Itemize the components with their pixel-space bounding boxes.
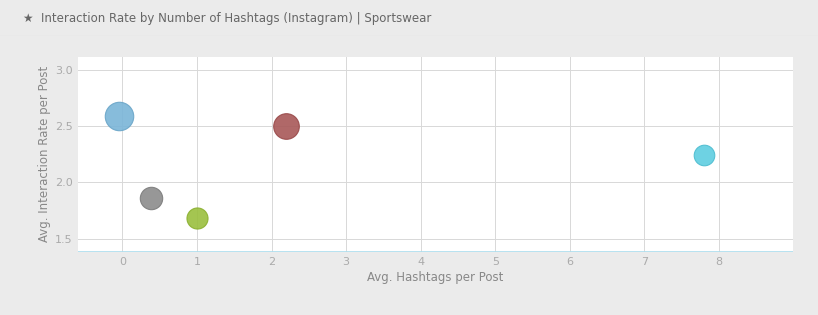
- Point: [698, 153, 711, 158]
- Point: [280, 124, 293, 129]
- Point: [112, 114, 125, 119]
- Point: [144, 196, 157, 201]
- Y-axis label: Avg. Interaction Rate per Post: Avg. Interaction Rate per Post: [38, 66, 51, 243]
- Point: [191, 216, 204, 221]
- Text: ★  Interaction Rate by Number of Hashtags (Instagram) | Sportswear: ★ Interaction Rate by Number of Hashtags…: [23, 12, 431, 25]
- X-axis label: Avg. Hashtags per Post: Avg. Hashtags per Post: [367, 271, 504, 284]
